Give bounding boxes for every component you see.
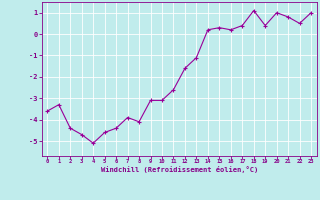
X-axis label: Windchill (Refroidissement éolien,°C): Windchill (Refroidissement éolien,°C) — [100, 166, 258, 173]
